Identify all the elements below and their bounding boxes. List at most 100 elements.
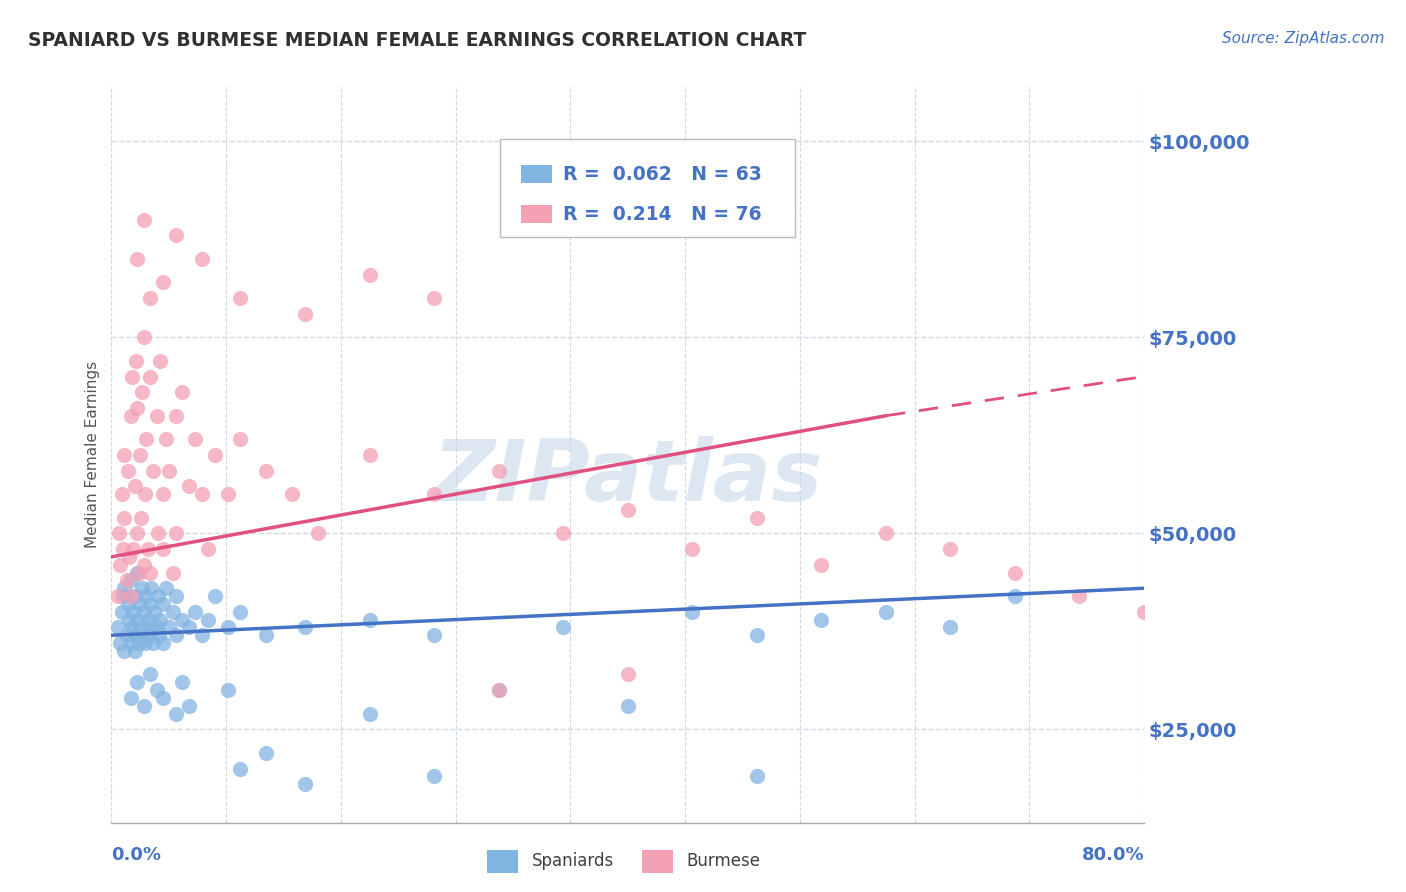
Point — [145, 620, 167, 634]
Point — [616, 667, 638, 681]
Point — [124, 589, 146, 603]
Point — [142, 636, 165, 650]
Point — [124, 644, 146, 658]
Point — [112, 510, 135, 524]
Point — [127, 675, 149, 690]
Point — [177, 698, 200, 713]
Point — [135, 589, 157, 603]
Point — [423, 291, 446, 305]
Point — [149, 354, 172, 368]
Text: Spaniards: Spaniards — [531, 853, 614, 871]
Point — [120, 589, 142, 603]
Text: SPANIARD VS BURMESE MEDIAN FEMALE EARNINGS CORRELATION CHART: SPANIARD VS BURMESE MEDIAN FEMALE EARNIN… — [28, 31, 807, 50]
Point — [131, 385, 153, 400]
Point — [127, 613, 149, 627]
Point — [217, 487, 239, 501]
Point — [146, 589, 169, 603]
Point — [294, 777, 316, 791]
Point — [191, 252, 214, 266]
Point — [191, 628, 214, 642]
Point — [107, 620, 129, 634]
Point — [128, 636, 150, 650]
Point — [229, 432, 252, 446]
Point — [152, 636, 174, 650]
Point — [112, 448, 135, 462]
Point — [131, 581, 153, 595]
Point — [681, 605, 703, 619]
Point — [229, 762, 252, 776]
Point — [681, 541, 703, 556]
Point — [152, 691, 174, 706]
Point — [141, 581, 163, 595]
Point — [139, 291, 162, 305]
Text: R =  0.062   N = 63: R = 0.062 N = 63 — [564, 164, 762, 184]
Point — [229, 605, 252, 619]
Point — [129, 620, 152, 634]
Point — [172, 675, 194, 690]
Point — [122, 541, 145, 556]
Point — [125, 628, 148, 642]
Point — [217, 620, 239, 634]
Point — [162, 566, 184, 580]
Point — [191, 487, 214, 501]
Point — [107, 589, 129, 603]
Point — [423, 769, 446, 783]
Text: R =  0.214   N = 76: R = 0.214 N = 76 — [564, 204, 762, 224]
Point — [135, 432, 157, 446]
Point — [128, 448, 150, 462]
Text: 80.0%: 80.0% — [1081, 846, 1144, 863]
Point — [142, 464, 165, 478]
Point — [155, 432, 177, 446]
Point — [810, 558, 832, 572]
Point — [117, 597, 139, 611]
Text: Burmese: Burmese — [686, 853, 761, 871]
Point — [359, 613, 381, 627]
Point — [115, 628, 138, 642]
Point — [110, 558, 132, 572]
Point — [197, 613, 219, 627]
Point — [177, 479, 200, 493]
Text: ZIPatlas: ZIPatlas — [433, 435, 823, 518]
Point — [159, 464, 181, 478]
Point — [121, 369, 143, 384]
Point — [139, 667, 162, 681]
Point — [138, 620, 160, 634]
Point — [165, 228, 187, 243]
Point — [134, 636, 156, 650]
Point — [553, 620, 575, 634]
Point — [134, 487, 156, 501]
Point — [139, 628, 162, 642]
Point — [745, 628, 768, 642]
Point — [145, 683, 167, 698]
Point — [115, 574, 138, 588]
Y-axis label: Median Female Earnings: Median Female Earnings — [86, 361, 100, 549]
Point — [875, 605, 897, 619]
Point — [172, 613, 194, 627]
Point — [159, 620, 181, 634]
Point — [307, 526, 329, 541]
Point — [127, 252, 149, 266]
Point — [155, 581, 177, 595]
Point — [120, 574, 142, 588]
Point — [148, 628, 170, 642]
Point — [112, 541, 135, 556]
Point — [1004, 566, 1026, 580]
Point — [152, 276, 174, 290]
Point — [165, 706, 187, 721]
Point — [254, 628, 277, 642]
Point — [128, 566, 150, 580]
Point — [172, 385, 194, 400]
Point — [939, 620, 962, 634]
Point — [136, 541, 159, 556]
Point — [177, 620, 200, 634]
Point — [121, 620, 143, 634]
Point — [184, 605, 207, 619]
Point — [152, 487, 174, 501]
Point — [111, 487, 134, 501]
Point — [136, 613, 159, 627]
Point — [488, 683, 510, 698]
Point — [294, 620, 316, 634]
Text: 0.0%: 0.0% — [111, 846, 162, 863]
Text: Source: ZipAtlas.com: Source: ZipAtlas.com — [1222, 31, 1385, 46]
Point — [132, 212, 155, 227]
